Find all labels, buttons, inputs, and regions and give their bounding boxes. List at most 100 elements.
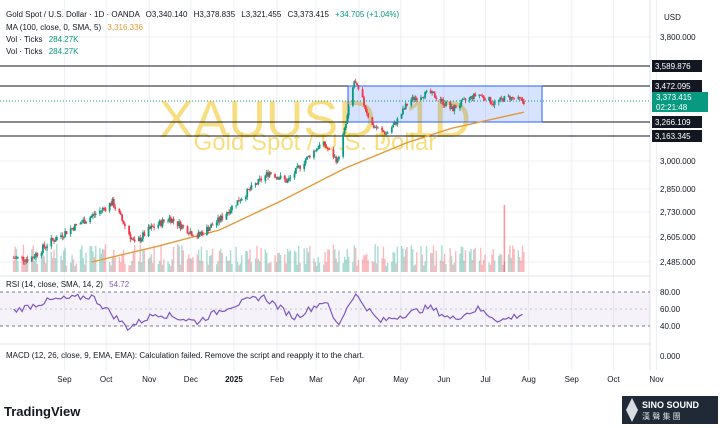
candle-body <box>35 253 37 258</box>
volume-bar <box>521 245 524 272</box>
ma-legend[interactable]: MA (100, close, 0, SMA, 5) 3,316.336 <box>6 23 144 32</box>
volume-bar <box>434 265 436 272</box>
logo-text: SINO SOUND <box>642 400 700 410</box>
volume-bar <box>26 260 29 272</box>
vol2-legend[interactable]: Vol · Ticks 284.27K <box>6 47 79 56</box>
volume-bar <box>85 252 87 272</box>
vol1-legend[interactable]: Vol · Ticks 284.27K <box>6 35 79 44</box>
candle-body <box>176 221 179 226</box>
candle-body <box>357 84 360 90</box>
volume-bar <box>110 265 112 272</box>
price-axis-tick: 2,605.000 <box>660 233 696 242</box>
candle-body <box>238 200 240 202</box>
candles <box>12 78 525 266</box>
volume-bar <box>512 245 514 272</box>
volume-bar <box>473 249 475 272</box>
volume-bar <box>332 244 335 272</box>
candle-body <box>108 203 111 211</box>
price-axis-tick: 2,850.000 <box>660 185 696 194</box>
candle-body <box>85 221 87 224</box>
rsi-axis-tick: 40.00 <box>660 322 681 331</box>
volume-bar <box>270 262 272 272</box>
candle-body <box>478 94 481 96</box>
candle-body <box>328 149 331 151</box>
close-value: C3,373.415 <box>288 10 330 19</box>
candle-body <box>395 122 397 125</box>
candle-body <box>210 224 213 228</box>
volume-bar <box>138 261 140 272</box>
volume-bar <box>153 245 155 272</box>
volume-bar <box>357 259 360 272</box>
volume-bar <box>385 265 387 272</box>
volume-bar <box>54 258 57 272</box>
volume-bar <box>367 260 369 272</box>
candle-body <box>150 225 153 229</box>
candle-body <box>121 214 124 221</box>
candle-body <box>42 244 44 253</box>
volume-bar <box>393 252 396 272</box>
volume-bar <box>103 250 105 272</box>
time-axis-label: 2025 <box>225 375 243 384</box>
vol1-value: 284.27K <box>49 35 79 44</box>
volume-bar <box>342 263 344 272</box>
candle-body <box>244 196 247 200</box>
candle-body <box>288 178 290 181</box>
time-axis[interactable]: Sep Oct Nov Dec 2025 Feb Mar Apr May Jun Jul Aug Sep… <box>57 375 663 384</box>
volume-bar <box>461 247 464 272</box>
candle-body <box>482 95 485 99</box>
volume-bar <box>423 265 425 272</box>
candle-body <box>435 97 438 100</box>
volume-bar <box>21 255 23 272</box>
volume-bar <box>363 255 365 272</box>
macd-legend[interactable]: MACD (12, 26, close, 9, EMA, EMA): Calcu… <box>6 351 364 360</box>
volume-bar <box>493 260 496 272</box>
candle-body <box>520 98 522 100</box>
currency-label[interactable]: USD <box>664 13 681 22</box>
candle-body <box>269 172 272 174</box>
candle-body <box>343 128 346 135</box>
volume-bar <box>299 263 301 272</box>
candle-body <box>377 127 379 129</box>
time-axis-label: Sep <box>57 375 72 384</box>
volume-bar <box>218 250 221 272</box>
candle-body <box>162 219 165 222</box>
volume-bar <box>256 245 258 272</box>
volume-bar <box>100 253 102 272</box>
volume-bar <box>202 261 204 272</box>
volume-bar <box>95 245 97 272</box>
volume-bar <box>199 260 201 272</box>
candle-body <box>12 257 15 259</box>
candle-body <box>186 226 189 234</box>
candle-body <box>420 97 422 101</box>
tradingview-brand[interactable]: TradingView <box>4 404 81 419</box>
volume-bar <box>186 258 189 272</box>
candle-body <box>459 105 461 109</box>
candle-body <box>72 228 75 231</box>
watermark-name: Gold Spot / U.S. Dollar <box>194 129 437 156</box>
volume-bar <box>277 253 279 272</box>
candle-body <box>211 224 214 226</box>
candle-body <box>314 150 317 152</box>
volume-bar <box>245 250 247 272</box>
candle-body <box>342 134 345 157</box>
candle-body <box>276 176 279 180</box>
candle-body <box>460 99 463 106</box>
rsi-legend[interactable]: RSI (14, close, SMA, 14, 2) 54.72 <box>6 280 130 289</box>
price-axis[interactable]: 3,800.000 3,000.000 2,850.000 2,730.000 2,60… <box>660 33 696 267</box>
volume-bar <box>345 259 347 272</box>
volume-bar <box>316 265 318 272</box>
volume-bar <box>414 264 417 272</box>
volume-bar <box>74 265 76 272</box>
candle-body <box>235 205 238 207</box>
volume-bar <box>336 262 339 272</box>
candle-body <box>402 108 404 115</box>
candle-body <box>414 98 417 100</box>
change-value: +34.705 (+1.04%) <box>335 10 399 19</box>
volume-bar <box>513 248 515 272</box>
candle-body <box>71 228 74 229</box>
volume-bar <box>325 261 328 272</box>
candle-body <box>510 97 513 100</box>
volume-bar <box>449 248 451 272</box>
volume-bar <box>520 260 522 272</box>
